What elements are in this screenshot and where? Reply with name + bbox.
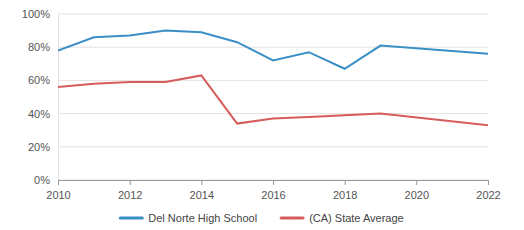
y-axis: 0% 20% 40% 60% 80% 100% [22,8,59,186]
y-tick-label: 40% [28,108,50,120]
y-axis-line [58,15,59,181]
x-tick: 2022 [476,180,500,201]
legend-item: Del Norte High School [120,212,257,224]
y-tick: 20% [28,141,58,153]
x-tick-label: 2012 [118,189,142,201]
series-line [58,31,488,69]
grid-line [58,80,488,81]
legend-label: Del Norte High School [148,212,257,224]
x-tick: 2016 [261,180,285,201]
x-tick-label: 2010 [46,189,70,201]
x-tick: 2010 [46,180,70,201]
y-tick: 100% [22,8,58,20]
y-tick: 60% [28,74,58,86]
x-tick-mark [488,180,489,185]
chart: 0%20%40%60%80%100%2010201220142016201820… [0,0,524,230]
legend-label: (CA) State Average [309,212,404,224]
series-line [58,75,488,125]
x-tick-label: 2020 [405,189,429,201]
legend-swatch [281,217,303,220]
grid-line [58,113,488,114]
grid-line [58,146,488,147]
x-tick-label: 2022 [476,189,500,201]
y-tick-label: 60% [28,74,50,86]
legend-item: (CA) State Average [281,212,404,224]
grid-line [58,14,488,15]
x-tick-mark [58,180,59,185]
lines [58,31,488,126]
y-tick: 80% [28,41,58,53]
x-tick: 2014 [190,180,214,201]
x-axis: 2010 2012 2014 2016 2018 2020 2022 [46,180,500,201]
x-tick-mark [130,180,131,185]
y-tick: 0% [34,174,58,186]
y-tick-label: 80% [28,41,50,53]
plot: 0%20%40%60%80%100%2010201220142016201820… [22,8,501,201]
y-tick-label: 20% [28,141,50,153]
x-tick-mark [273,180,274,185]
x-tick-mark [345,180,346,185]
x-tick-mark [416,180,417,185]
x-axis-line [59,181,489,186]
grid [58,14,488,180]
x-tick: 2018 [333,180,357,201]
y-tick-label: 0% [34,174,50,186]
legend-swatch [120,217,142,220]
x-tick-label: 2018 [333,189,357,201]
x-tick-label: 2014 [190,189,214,201]
x-tick: 2012 [118,180,142,201]
grid-line [58,47,488,48]
y-tick: 40% [28,108,58,120]
y-tick-label: 100% [22,8,50,20]
x-tick-mark [201,180,202,185]
x-tick-label: 2016 [261,189,285,201]
legend: Del Norte High School (CA) State Average [120,212,403,224]
x-tick: 2020 [405,180,429,201]
